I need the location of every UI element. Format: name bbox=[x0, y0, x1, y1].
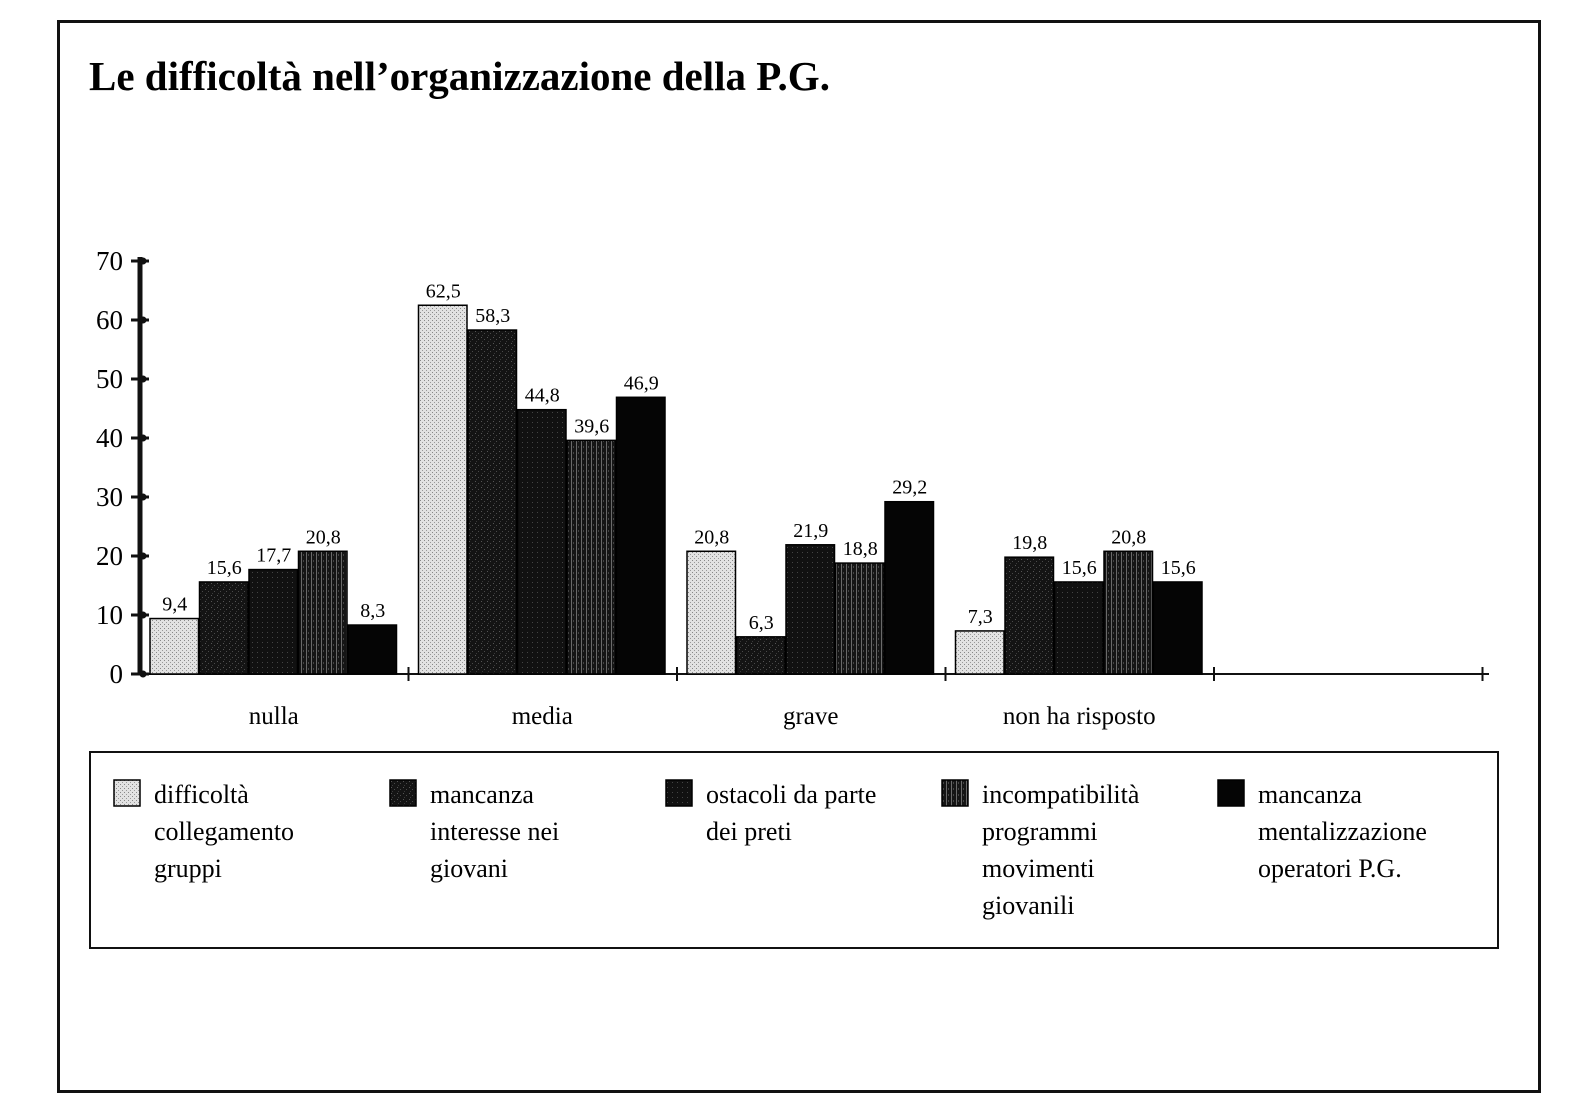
legend-swatch bbox=[1217, 779, 1245, 807]
legend-swatch bbox=[113, 779, 141, 807]
data-label: 20,8 bbox=[694, 526, 729, 548]
bar bbox=[1053, 581, 1104, 675]
data-label: 19,8 bbox=[1012, 532, 1047, 554]
bar bbox=[347, 624, 398, 675]
data-label: 21,9 bbox=[793, 520, 828, 542]
bar bbox=[467, 329, 518, 675]
chart-frame bbox=[57, 20, 1541, 1093]
y-tick-label: 20 bbox=[96, 541, 123, 571]
category-label: non ha risposto bbox=[1003, 703, 1156, 730]
y-tick-dot bbox=[139, 257, 147, 265]
legend-box bbox=[89, 751, 1499, 949]
bar bbox=[566, 439, 617, 675]
legend-label: mancanza mentalizzazione operatori P.G. bbox=[1258, 780, 1427, 883]
legend-swatch bbox=[665, 779, 693, 807]
data-label: 18,8 bbox=[843, 538, 878, 560]
y-tick-dot bbox=[139, 493, 147, 501]
bar bbox=[785, 544, 836, 675]
legend-label: ostacoli da parte dei preti bbox=[706, 780, 876, 846]
bar bbox=[198, 581, 249, 675]
y-tick-label: 10 bbox=[96, 600, 123, 630]
data-label: 58,3 bbox=[475, 305, 510, 327]
category-labels: nulla media grave non ha risposto bbox=[249, 703, 1156, 730]
category-label: grave bbox=[783, 703, 839, 730]
data-label: 44,8 bbox=[525, 385, 560, 407]
data-label: 17,7 bbox=[256, 545, 291, 567]
legend-label: difficoltà collegamento gruppi bbox=[154, 780, 294, 883]
data-label: 39,6 bbox=[574, 415, 609, 437]
bar bbox=[417, 304, 468, 675]
data-label: 29,2 bbox=[892, 477, 927, 499]
data-label: 20,8 bbox=[306, 526, 341, 548]
data-label: 20,8 bbox=[1111, 526, 1146, 548]
bar bbox=[884, 500, 935, 675]
bar bbox=[686, 550, 737, 675]
y-tick-dot bbox=[139, 316, 147, 324]
bar bbox=[297, 550, 348, 675]
data-label: 7,3 bbox=[968, 606, 993, 628]
y-tick-label: 40 bbox=[96, 423, 123, 453]
legend-swatch bbox=[941, 779, 969, 807]
bar bbox=[1004, 556, 1055, 675]
bar bbox=[1103, 550, 1154, 675]
y-tick-dot bbox=[139, 611, 147, 619]
y-tick-label: 50 bbox=[96, 364, 123, 394]
legend: difficoltà collegamento gruppi mancanza inte… bbox=[113, 779, 1427, 920]
bar bbox=[615, 396, 666, 675]
y-tick-label: 60 bbox=[96, 305, 123, 335]
data-label: 6,3 bbox=[749, 612, 774, 634]
data-labels: 9,4 15,6 17,7 20,8 8,3 62,5 58,3 44,8 39,6 46,9 20… bbox=[162, 280, 1196, 634]
bar bbox=[954, 630, 1005, 675]
bar bbox=[248, 568, 299, 675]
y-tick-label: 0 bbox=[110, 659, 124, 689]
bars bbox=[149, 304, 1203, 675]
data-label: 9,4 bbox=[162, 594, 187, 616]
data-label: 15,6 bbox=[1161, 557, 1196, 579]
bar bbox=[834, 562, 885, 675]
y-tick-dot bbox=[139, 434, 147, 442]
bar bbox=[149, 617, 200, 675]
bar bbox=[735, 636, 786, 675]
legend-label: mancanza interesse nei giovani bbox=[430, 780, 559, 883]
data-label: 8,3 bbox=[360, 600, 385, 622]
y-tick-dot bbox=[139, 375, 147, 383]
bar bbox=[516, 408, 567, 675]
data-label: 15,6 bbox=[207, 557, 242, 579]
data-label: 15,6 bbox=[1062, 557, 1097, 579]
category-label: nulla bbox=[249, 703, 299, 730]
data-label: 46,9 bbox=[624, 372, 659, 394]
category-label: media bbox=[512, 703, 573, 730]
data-label: 62,5 bbox=[426, 280, 461, 302]
legend-label: incompatibilità programmi movimenti giovani… bbox=[982, 780, 1140, 920]
y-axis: 0 10 20 30 40 50 60 70 bbox=[96, 246, 149, 689]
legend-swatch bbox=[389, 779, 417, 807]
chart-title: Le difficoltà nell’organizzazione della … bbox=[89, 53, 830, 99]
bar bbox=[1152, 581, 1203, 675]
y-tick-label: 70 bbox=[96, 246, 123, 276]
y-tick-label: 30 bbox=[96, 482, 123, 512]
y-tick-dot bbox=[139, 552, 147, 560]
